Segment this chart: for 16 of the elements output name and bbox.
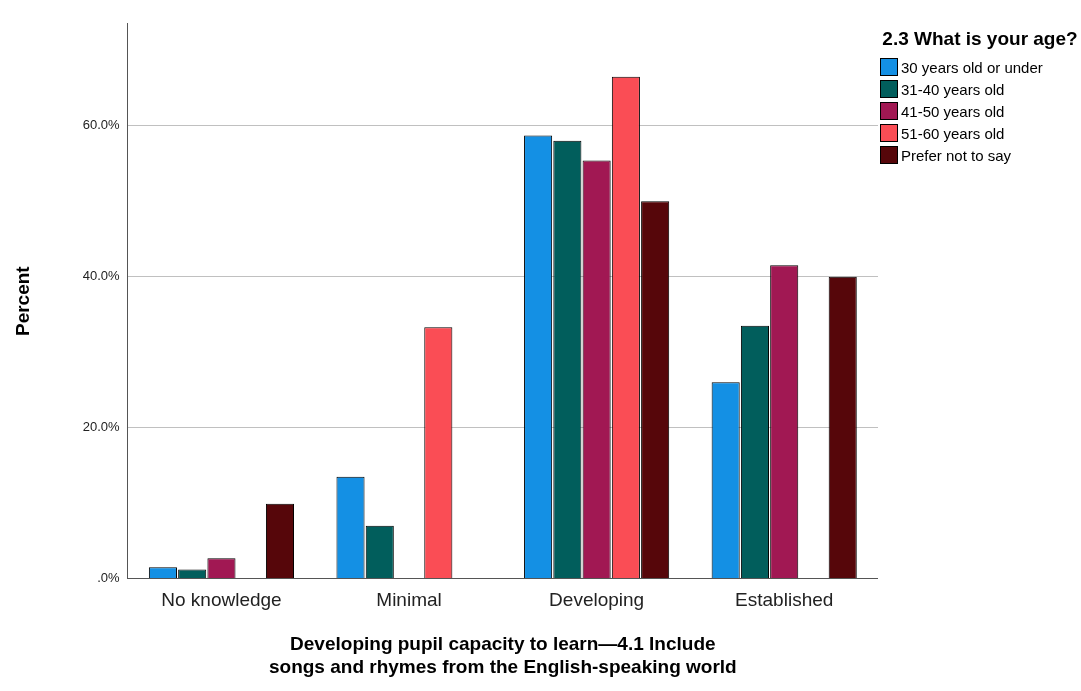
- y-tick-label: 60.0%: [82, 117, 121, 133]
- legend-title: 2.3 What is your age?: [881, 28, 1079, 50]
- y-tick-label: .0%: [97, 570, 121, 586]
- x-tick-label: No knowledge: [161, 589, 282, 611]
- x-tick-label: Established: [735, 589, 834, 611]
- legend-label: Prefer not to say: [901, 146, 1012, 164]
- y-tick-label: 40.0%: [82, 268, 121, 284]
- x-axis-title: Developing pupil capacity to learn—4.1 Include songs and rhymes from the English-speaking world: [268, 633, 737, 677]
- y-axis-title: Percent: [11, 265, 33, 337]
- legend-label: 31-40 years old: [901, 80, 1005, 98]
- legend-label: 51-60 years old: [901, 124, 1005, 142]
- legend-label: 30 years old or under: [901, 58, 1043, 76]
- x-tick-label: Developing: [549, 589, 645, 611]
- legend-label: 41-50 years old: [901, 102, 1005, 120]
- x-tick-label: Minimal: [376, 589, 442, 611]
- y-tick-label: 20.0%: [82, 419, 121, 435]
